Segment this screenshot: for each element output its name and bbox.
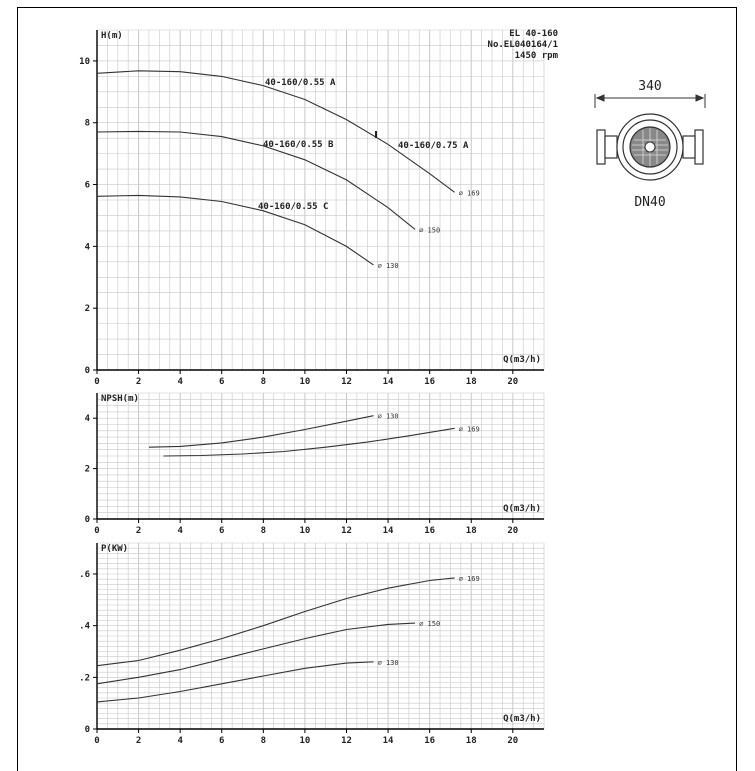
series-name-label: 40-160/0.55 A <box>265 78 336 88</box>
dimension-line <box>594 94 706 108</box>
x-tick-label: 18 <box>466 526 477 536</box>
series-line <box>96 661 374 703</box>
x-tick-label: 6 <box>219 526 224 536</box>
x-tick-label: 10 <box>299 526 310 536</box>
x-tick-label: 2 <box>136 526 141 536</box>
dn-label: DN40 <box>634 195 665 210</box>
pump-dimension-drawing: 340 DN40 <box>594 79 706 210</box>
series-end-label: ⌀ 130 <box>378 413 399 421</box>
y-tick-label: 4 <box>85 242 91 252</box>
model-label: EL 40-160 <box>509 29 558 39</box>
x-tick-label: 20 <box>507 377 518 387</box>
x-tick-label: 6 <box>219 736 224 746</box>
y-tick-label: 2 <box>85 304 90 314</box>
y-tick-label: 6 <box>85 181 90 191</box>
x-tick-label: 8 <box>261 736 266 746</box>
number-label: No.EL040164/1 <box>487 40 558 50</box>
series-end-label: ⌀ 169 <box>459 189 480 197</box>
series-name-label: 40-160/0.55 B <box>263 140 334 150</box>
datasheet-frame <box>17 7 737 771</box>
y-tick-label: 10 <box>79 57 90 67</box>
y-tick-label: .6 <box>79 570 90 580</box>
x-tick-label: 4 <box>177 377 183 387</box>
x-tick-label: 8 <box>261 526 266 536</box>
y-tick-label: .2 <box>79 673 90 683</box>
series-line <box>96 130 416 230</box>
y-tick-label: .4 <box>79 622 90 632</box>
x-tick-label: 12 <box>341 736 352 746</box>
y-axis-label: H(m) <box>101 31 123 41</box>
x-tick-label: 12 <box>341 526 352 536</box>
x-tick-label: 6 <box>219 377 224 387</box>
x-tick-label: 4 <box>177 526 183 536</box>
series-line <box>96 70 455 193</box>
x-tick-label: 2 <box>136 377 141 387</box>
series-end-label: ⌀ 150 <box>419 620 440 628</box>
x-tick-label: 14 <box>383 377 394 387</box>
series-line <box>96 194 374 266</box>
y-axis-label: P(KW) <box>101 544 128 554</box>
x-axis-label: Q(m3/h) <box>503 504 541 514</box>
x-axis-label: Q(m3/h) <box>503 355 541 365</box>
chart-annotation: 40-160/0.75 A <box>398 141 469 151</box>
y-tick-label: 8 <box>85 119 90 129</box>
y-tick-label: 4 <box>85 414 91 424</box>
y-tick-label: 2 <box>85 465 90 475</box>
x-tick-label: 10 <box>299 736 310 746</box>
y-tick-label: 0 <box>85 725 90 735</box>
x-tick-label: 14 <box>383 526 394 536</box>
y-tick-label: 0 <box>85 515 90 525</box>
x-tick-label: 0 <box>94 526 99 536</box>
series-line <box>96 622 416 685</box>
x-tick-label: 18 <box>466 377 477 387</box>
x-tick-label: 8 <box>261 377 266 387</box>
chart-header: EL 40-160 No.EL040164/1 1450 rpm <box>440 29 558 63</box>
series-end-label: ⌀ 130 <box>378 262 399 270</box>
x-tick-label: 0 <box>94 736 99 746</box>
x-tick-label: 16 <box>424 526 435 536</box>
speed-label: 1450 rpm <box>514 51 558 61</box>
x-tick-label: 0 <box>94 377 99 387</box>
x-tick-label: 10 <box>299 377 310 387</box>
y-axis-label: NPSH(m) <box>101 394 139 404</box>
impeller-hatch <box>632 128 668 166</box>
series-line <box>148 415 374 448</box>
x-tick-label: 2 <box>136 736 141 746</box>
x-axis-label: Q(m3/h) <box>503 714 541 724</box>
series-name-label: 40-160/0.55 C <box>258 202 328 212</box>
shaft-icon <box>644 141 656 153</box>
x-tick-label: 14 <box>383 736 394 746</box>
dimension-width-label: 340 <box>638 79 661 94</box>
series-line <box>163 427 455 457</box>
x-tick-label: 4 <box>177 736 183 746</box>
series-end-label: ⌀ 150 <box>419 226 440 234</box>
series-end-label: ⌀ 130 <box>378 659 399 667</box>
x-tick-label: 16 <box>424 377 435 387</box>
x-tick-label: 16 <box>424 736 435 746</box>
series-end-label: ⌀ 169 <box>459 425 480 433</box>
y-tick-label: 0 <box>85 366 90 376</box>
series-end-label: ⌀ 169 <box>459 575 480 583</box>
series-line <box>96 577 455 667</box>
x-tick-label: 20 <box>507 526 518 536</box>
x-tick-label: 12 <box>341 377 352 387</box>
x-tick-label: 18 <box>466 736 477 746</box>
x-tick-label: 20 <box>507 736 518 746</box>
